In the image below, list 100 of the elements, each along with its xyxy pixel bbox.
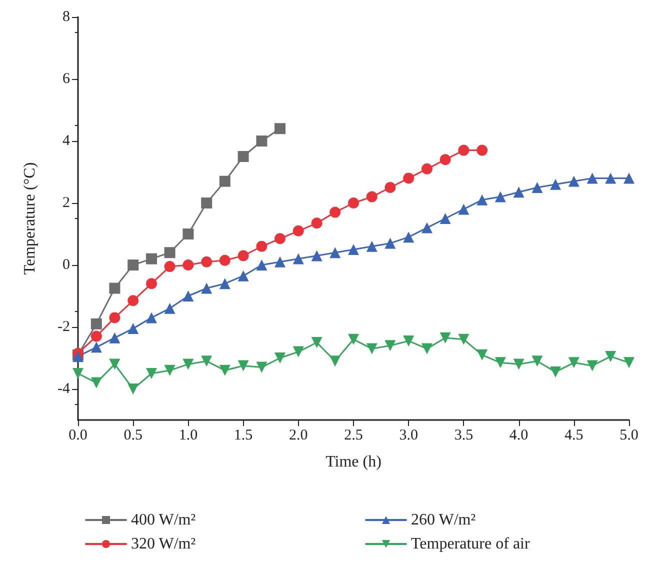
point: [256, 240, 268, 252]
point: [292, 346, 304, 358]
point: [238, 360, 249, 372]
point: [422, 222, 433, 234]
point: [624, 357, 634, 368]
point: [182, 358, 194, 370]
y-tick-label: -2: [58, 319, 70, 335]
point: [90, 330, 102, 342]
point: [146, 368, 158, 379]
point: [550, 178, 561, 190]
point: [238, 270, 249, 282]
point: [128, 323, 139, 334]
point: [274, 352, 286, 364]
y-tick-label: -4: [58, 381, 70, 397]
point: [90, 342, 102, 353]
x-tick-label: 2.0: [289, 428, 308, 444]
x-tick-label: 0.5: [124, 428, 142, 444]
point: [366, 240, 378, 252]
x-tick-label: 5.0: [620, 428, 638, 444]
point: [256, 362, 268, 373]
point: [568, 176, 580, 187]
point: [128, 260, 139, 270]
point: [494, 357, 506, 368]
point: [201, 356, 212, 367]
point: [330, 356, 341, 367]
point: [532, 356, 543, 367]
point: [494, 191, 506, 202]
point: [128, 295, 139, 306]
point: [624, 172, 634, 184]
point: [201, 282, 212, 294]
point: [109, 312, 120, 324]
point: [440, 332, 451, 344]
point: [532, 182, 543, 193]
y-tick-label: 4: [62, 133, 70, 149]
point: [182, 290, 194, 302]
point: [219, 278, 230, 290]
point: [476, 144, 488, 156]
point: [274, 233, 286, 244]
point: [458, 144, 470, 156]
point: [201, 198, 212, 208]
x-tick-label: 3.5: [454, 428, 474, 444]
y-axis-title: Temperature (°C): [22, 162, 38, 275]
legend-label: Temperature of air: [411, 536, 530, 552]
point: [330, 247, 341, 258]
point: [384, 238, 396, 249]
point: [182, 260, 194, 270]
point: [422, 343, 433, 354]
point: [90, 377, 102, 388]
legend-label: 320 W/m²: [131, 536, 196, 552]
x-axis-title: Time (h): [326, 454, 382, 470]
point: [384, 340, 396, 352]
point: [219, 176, 230, 187]
point: [513, 186, 524, 198]
point: [201, 256, 212, 268]
point: [403, 232, 414, 243]
point: [164, 247, 176, 258]
point: [164, 364, 176, 376]
point: [219, 364, 230, 376]
point: [164, 261, 176, 272]
point: [164, 302, 176, 314]
point: [586, 360, 598, 372]
point: [311, 337, 322, 348]
point: [146, 253, 158, 264]
point: [605, 172, 616, 184]
point: [348, 198, 359, 208]
point: [568, 357, 580, 368]
point: [238, 250, 249, 262]
x-tick-label: 0.0: [68, 428, 88, 444]
point: [348, 334, 359, 345]
point: [109, 282, 120, 294]
point: [458, 334, 470, 345]
point: [219, 254, 230, 266]
point: [109, 332, 120, 344]
point: [384, 182, 396, 193]
legend-label: 260 W/m²: [411, 512, 476, 528]
point: [182, 228, 194, 240]
point: [128, 384, 139, 394]
point: [476, 194, 488, 206]
point: [403, 172, 414, 184]
point: [348, 244, 359, 255]
point: [256, 260, 268, 270]
point: [550, 366, 561, 378]
y-tick-label: 6: [62, 71, 70, 87]
point: [476, 349, 488, 360]
point: [274, 123, 286, 134]
point: [605, 350, 616, 362]
point: [238, 151, 249, 162]
point: [292, 225, 304, 236]
point: [146, 278, 158, 290]
point: [146, 312, 158, 324]
point: [330, 206, 341, 218]
point: [311, 218, 322, 229]
legend-label: 400 W/m²: [131, 512, 196, 528]
point: [366, 343, 378, 354]
point: [109, 358, 120, 370]
y-tick-label: 2: [62, 195, 70, 211]
point: [90, 318, 102, 330]
point: [72, 368, 84, 379]
x-tick-label: 2.5: [344, 428, 363, 444]
point: [311, 250, 322, 262]
